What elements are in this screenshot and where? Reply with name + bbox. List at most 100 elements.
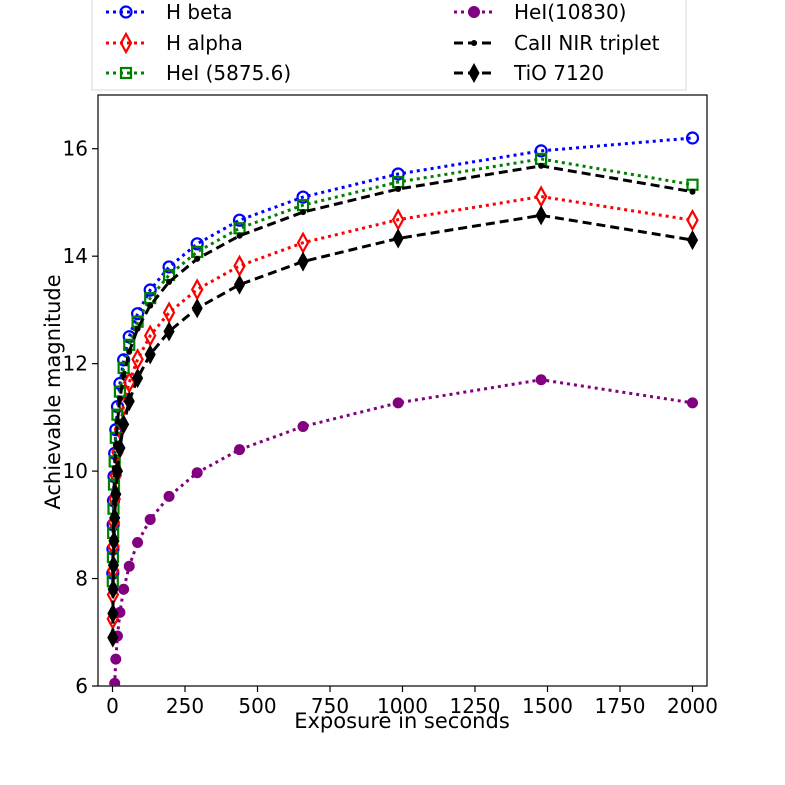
data-point-hei-10830: [108, 751, 118, 761]
data-point-tio-7120: [107, 627, 119, 648]
legend-label-h-beta: H beta: [166, 0, 233, 24]
data-point-tio-7120: [191, 298, 203, 319]
legend-entry-h-beta: H beta: [106, 0, 233, 24]
legend-label-hei-10830: HeI(10830): [514, 0, 626, 24]
data-point-h-beta: [143, 283, 157, 297]
legend-entry-caii: CaII NIR triplet: [454, 31, 660, 55]
series-line-tio-7120: [111, 213, 693, 638]
data-point-caii-nir-triplet: [166, 278, 173, 285]
data-point-caii-nir-triplet: [134, 325, 141, 332]
legend-marker-hei-10830: [468, 6, 480, 18]
data-point-tio-7120: [233, 274, 246, 295]
data-point-tio-7120: [163, 321, 175, 342]
series-layer: [106, 131, 700, 761]
data-point-tio-7120: [686, 230, 699, 251]
data-point-tio-7120: [110, 484, 122, 505]
legend-entry-h-alpha: H alpha: [106, 31, 243, 55]
data-point-hei-10830: [109, 677, 121, 686]
data-point-hei-10830: [132, 537, 144, 549]
x-tick-label: 500: [238, 694, 276, 718]
x-tick-label: 2000: [667, 694, 718, 718]
data-point-tio-7120: [535, 205, 547, 226]
data-point-caii-nir-triplet: [395, 186, 402, 193]
data-point-caii-nir-triplet: [538, 162, 545, 169]
data-point-caii-nir-triplet: [689, 188, 696, 195]
data-point-hei-10830: [392, 397, 404, 409]
data-point-h-alpha: [686, 208, 699, 232]
data-point-hei-10830: [234, 444, 246, 456]
y-axis: 6 8 10 12 14 16: [63, 137, 98, 698]
data-point-h-alpha: [131, 348, 144, 371]
data-point-hei-10830: [118, 583, 130, 595]
data-point-h-beta: [232, 213, 247, 227]
data-point-h-beta: [130, 307, 145, 321]
data-point-hei-10830: [687, 397, 698, 409]
x-axis: 0 250 500 750 1000 1250 1500 1750 2000: [106, 686, 718, 718]
y-tick-label: 6: [75, 674, 88, 698]
series-line-caii-nir-triplet: [111, 164, 693, 590]
data-point-h-alpha: [534, 185, 548, 208]
data-point-tio-7120: [144, 344, 156, 365]
data-point-hei-10830: [535, 374, 547, 386]
data-point-h-beta: [534, 144, 548, 158]
legend: H beta H alpha HeI (5875.6) HeI(10830) C…: [106, 0, 660, 85]
x-tick-label: 1500: [522, 694, 573, 718]
x-tick-label: 750: [311, 694, 349, 718]
legend-label-h-alpha: H alpha: [166, 31, 243, 55]
data-point-tio-7120: [111, 461, 124, 482]
series-caii-nir-triplet: [109, 162, 696, 593]
data-point-tio-7120: [109, 507, 121, 528]
series-h-beta: [106, 131, 700, 580]
data-point-h-beta: [117, 353, 131, 367]
data-point-h-beta: [391, 167, 405, 181]
data-point-tio-7120: [114, 437, 126, 459]
legend-label-caii: CaII NIR triplet: [514, 31, 660, 55]
legend-entry-hei-5875: HeI (5875.6): [106, 61, 291, 85]
data-point-hei-10830: [108, 727, 118, 737]
y-tick-label: 8: [75, 567, 88, 591]
legend-marker-h-alpha: [119, 31, 133, 55]
data-point-h-alpha: [162, 301, 176, 324]
series-hei-10830: [108, 374, 698, 761]
x-tick-label: 250: [166, 694, 204, 718]
series-h-alpha: [106, 185, 699, 631]
data-point-h-beta: [162, 260, 176, 274]
x-axis-label: Exposure in seconds: [294, 709, 510, 733]
series-tio-7120: [107, 205, 699, 648]
data-point-tio-7120: [107, 603, 119, 624]
legend-label-hei-5875: HeI (5875.6): [166, 61, 291, 85]
data-point-hei-10830: [110, 653, 122, 665]
x-tick-label: 1000: [377, 694, 428, 718]
legend-frame: [91, 0, 687, 91]
legend-label-tio: TiO 7120: [513, 61, 604, 85]
data-point-h-beta: [685, 131, 700, 145]
x-tick-label: 1750: [595, 694, 646, 718]
data-point-hei-10830: [163, 490, 175, 502]
data-point-hei-10830: [144, 513, 156, 525]
x-tick-label: 1250: [450, 694, 501, 718]
series-line-h-alpha: [111, 195, 693, 619]
y-tick-label: 16: [63, 137, 88, 161]
data-point-caii-nir-triplet: [194, 255, 201, 262]
data-point-tio-7120: [132, 368, 144, 389]
data-point-tio-7120: [107, 555, 120, 576]
legend-entry-tio: TiO 7120: [454, 61, 604, 85]
data-point-tio-7120: [107, 579, 119, 600]
legend-marker-hei-5875: [119, 66, 133, 80]
legend-entry-hei-10830: HeI(10830): [454, 0, 626, 24]
legend-marker-caii: [471, 40, 477, 46]
data-point-hei-10830: [297, 420, 309, 432]
data-point-caii-nir-triplet: [126, 348, 133, 355]
data-point-tio-7120: [297, 251, 309, 272]
data-point-hei-10830: [123, 560, 135, 572]
data-point-caii-nir-triplet: [236, 232, 243, 239]
data-point-caii-nir-triplet: [116, 395, 123, 402]
data-point-tio-7120: [123, 391, 135, 412]
data-point-hei-10830: [191, 467, 203, 479]
legend-marker-h-beta: [119, 5, 133, 19]
y-tick-label: 14: [63, 244, 88, 268]
data-point-h-alpha: [190, 278, 204, 301]
legend-marker-tio: [468, 62, 480, 84]
data-point-tio-7120: [108, 530, 120, 551]
